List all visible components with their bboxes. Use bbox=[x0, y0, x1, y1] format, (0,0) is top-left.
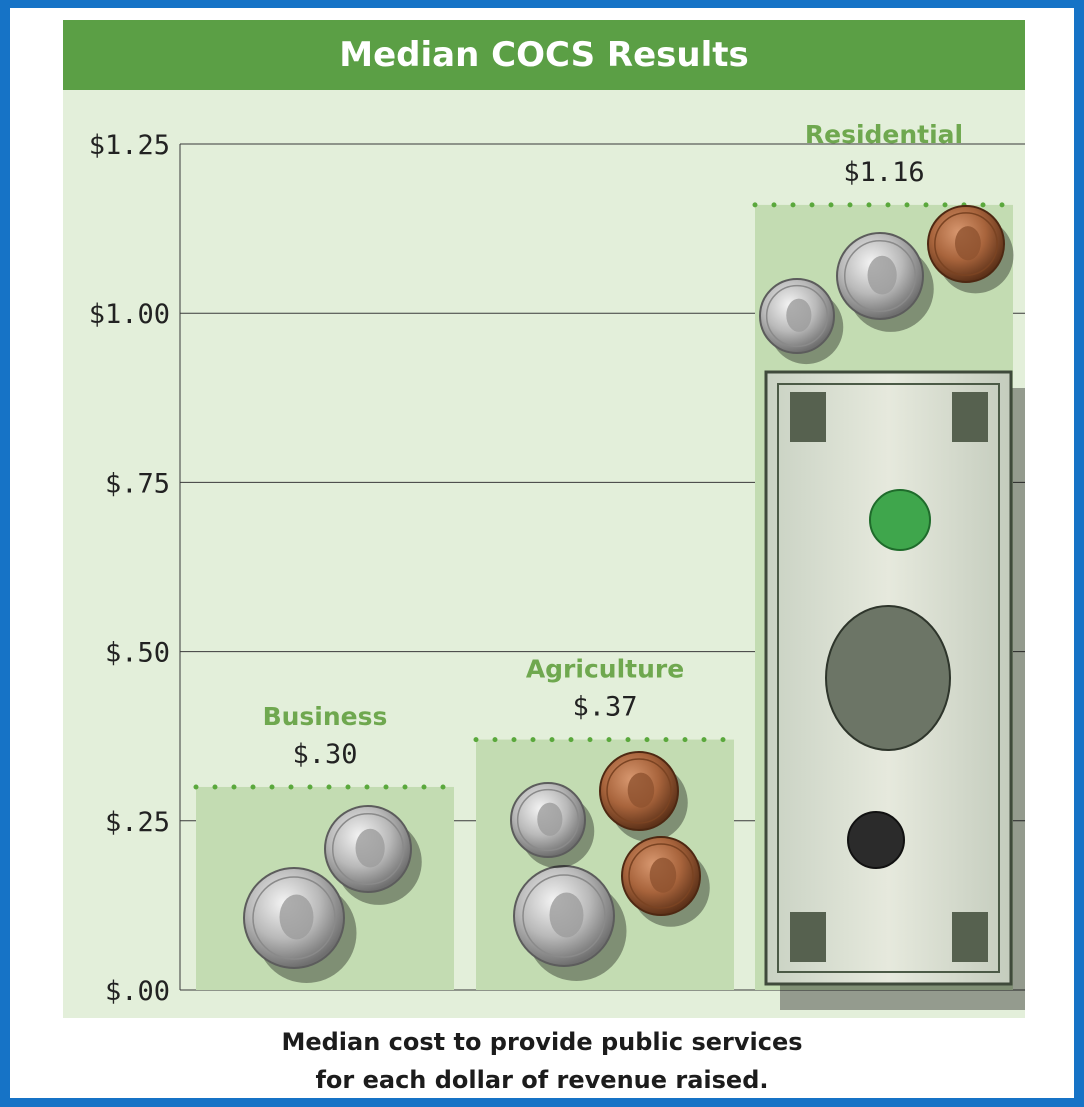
y-tick-label: $1.00 bbox=[89, 299, 170, 330]
bill-border bbox=[777, 383, 1000, 973]
bill-corner bbox=[790, 912, 826, 962]
bill-treasury-seal bbox=[869, 489, 931, 551]
title-bar bbox=[63, 20, 1025, 90]
quarter-coin-icon bbox=[513, 865, 627, 981]
dime-coin-icon bbox=[759, 278, 844, 365]
category-label: Business bbox=[263, 702, 388, 731]
coin-portrait bbox=[549, 892, 584, 938]
penny-coin-icon bbox=[927, 205, 1014, 294]
y-tick-label: $.75 bbox=[105, 468, 170, 499]
quarter-coin-icon bbox=[243, 867, 357, 983]
coin-rim bbox=[843, 239, 917, 313]
caption-line-1: Median cost to provide public services bbox=[281, 1028, 803, 1056]
coin-rim bbox=[522, 874, 606, 958]
coin-portrait bbox=[954, 226, 981, 261]
y-tick-label: $.50 bbox=[105, 638, 170, 669]
nickel-coin-icon bbox=[836, 232, 934, 332]
dime-coin-icon bbox=[510, 782, 595, 869]
coin-portrait bbox=[786, 298, 812, 332]
caption-line-2: for each dollar of revenue raised. bbox=[315, 1066, 769, 1094]
bill-corner bbox=[790, 392, 826, 442]
category-label: Agriculture bbox=[526, 655, 684, 684]
coin-rim bbox=[765, 284, 829, 348]
value-label: $1.16 bbox=[843, 157, 924, 188]
coin-rim bbox=[516, 788, 580, 852]
bill-corner bbox=[952, 912, 988, 962]
y-tick-label: $.25 bbox=[105, 807, 170, 838]
y-tick-label: $1.25 bbox=[89, 130, 170, 161]
coin-rim bbox=[628, 843, 694, 909]
bill-federal-seal bbox=[847, 811, 905, 869]
coin-rim bbox=[331, 812, 405, 886]
coin-portrait bbox=[355, 828, 385, 868]
value-label: $.37 bbox=[572, 692, 637, 723]
coin-rim bbox=[934, 212, 998, 276]
coin-rim bbox=[252, 876, 336, 960]
dollar-bill-icon bbox=[764, 370, 1025, 1010]
penny-coin-icon bbox=[599, 751, 688, 842]
nickel-coin-icon bbox=[324, 805, 422, 905]
chart-title: Median COCS Results bbox=[339, 35, 748, 75]
bill-corner bbox=[952, 392, 988, 442]
coin-portrait bbox=[627, 772, 655, 808]
coin-rim bbox=[606, 758, 672, 824]
bill-portrait bbox=[825, 605, 951, 751]
penny-coin-icon bbox=[621, 836, 710, 927]
y-tick-label: $.00 bbox=[105, 976, 170, 1007]
coin-portrait bbox=[537, 802, 563, 836]
coin-portrait bbox=[867, 255, 897, 295]
coin-portrait bbox=[279, 894, 314, 940]
value-label: $.30 bbox=[292, 739, 357, 770]
coin-portrait bbox=[649, 857, 677, 893]
category-label: Residential bbox=[805, 120, 963, 149]
